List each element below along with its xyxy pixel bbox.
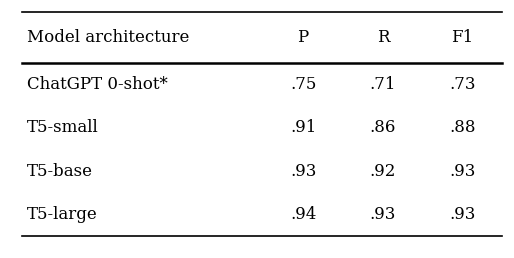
- Text: Model architecture: Model architecture: [27, 29, 189, 46]
- Text: ChatGPT 0-shot*: ChatGPT 0-shot*: [27, 76, 168, 93]
- Text: .93: .93: [370, 206, 396, 223]
- Text: .75: .75: [290, 76, 316, 93]
- Text: F1: F1: [451, 29, 474, 46]
- Text: .94: .94: [290, 206, 316, 223]
- Text: T5-base: T5-base: [27, 163, 93, 180]
- Text: T5-large: T5-large: [27, 206, 98, 223]
- Text: .73: .73: [449, 76, 476, 93]
- Text: .71: .71: [370, 76, 396, 93]
- Text: .86: .86: [370, 119, 396, 136]
- Text: .93: .93: [449, 206, 476, 223]
- Text: R: R: [377, 29, 389, 46]
- Text: .88: .88: [449, 119, 476, 136]
- Text: T5-small: T5-small: [27, 119, 99, 136]
- Text: P: P: [298, 29, 309, 46]
- Text: .92: .92: [370, 163, 396, 180]
- Text: .93: .93: [449, 163, 476, 180]
- Text: .91: .91: [290, 119, 316, 136]
- Text: .93: .93: [290, 163, 316, 180]
